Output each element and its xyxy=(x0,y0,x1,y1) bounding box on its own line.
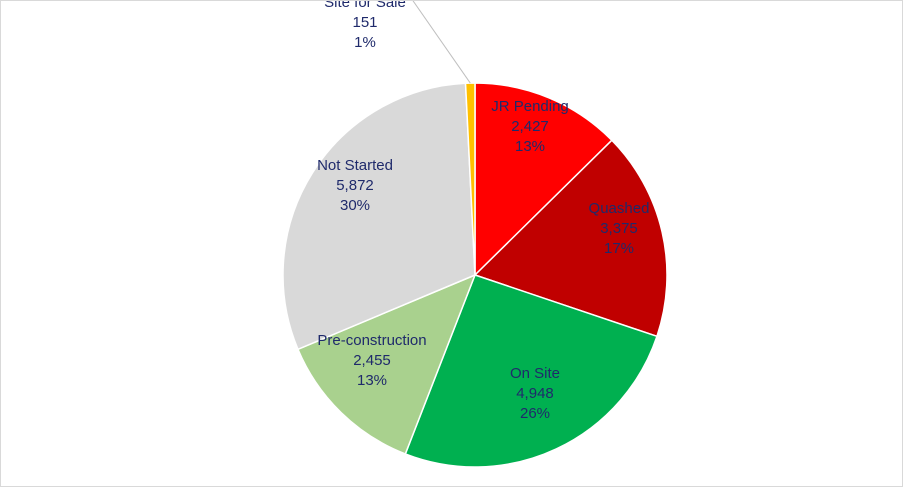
data-label-name: Pre-construction xyxy=(317,332,426,349)
data-label-percent: 26% xyxy=(520,405,550,422)
data-label-not-started: Not Started 5,872 30% xyxy=(317,157,393,214)
data-label-value: 4,948 xyxy=(516,385,554,402)
pie-slice-on-site xyxy=(404,274,658,468)
data-label-percent: 30% xyxy=(340,197,370,214)
leader-line-site-for-sale xyxy=(412,1,471,84)
data-label-name: Site for Sale xyxy=(324,1,406,11)
data-label-name: Not Started xyxy=(317,157,393,174)
data-label-value: 2,455 xyxy=(353,352,391,369)
data-label-jr-pending: JR Pending 2,427 13% xyxy=(491,98,569,155)
data-labels: JR Pending 2,427 13% Quashed 3,375 17% On Site… xyxy=(317,1,649,422)
data-label-percent: 1% xyxy=(354,34,376,51)
pie-slice-quashed xyxy=(473,139,668,338)
pie-slices xyxy=(282,82,668,468)
data-label-name: On Site xyxy=(510,365,560,382)
data-label-value: 2,427 xyxy=(511,118,549,135)
data-label-name: JR Pending xyxy=(491,98,569,115)
data-label-percent: 17% xyxy=(604,240,634,257)
pie-slice-not-started xyxy=(282,82,476,351)
data-label-value: 5,872 xyxy=(336,177,374,194)
data-label-quashed: Quashed 3,375 17% xyxy=(589,200,650,257)
data-label-value: 3,375 xyxy=(600,220,638,237)
pie-slice-jr-pending xyxy=(474,82,613,277)
data-label-percent: 13% xyxy=(357,372,387,389)
data-label-name: Quashed xyxy=(589,200,650,217)
data-label-percent: 13% xyxy=(515,138,545,155)
leader-lines xyxy=(412,1,471,84)
data-label-site-for-sale: Site for Sale 151 1% xyxy=(324,1,406,51)
pie-slice-pre-construction xyxy=(296,273,477,455)
data-label-value: 151 xyxy=(352,14,377,31)
data-label-pre-construction: Pre-construction 2,455 13% xyxy=(317,332,426,389)
data-label-on-site: On Site 4,948 26% xyxy=(510,365,560,422)
